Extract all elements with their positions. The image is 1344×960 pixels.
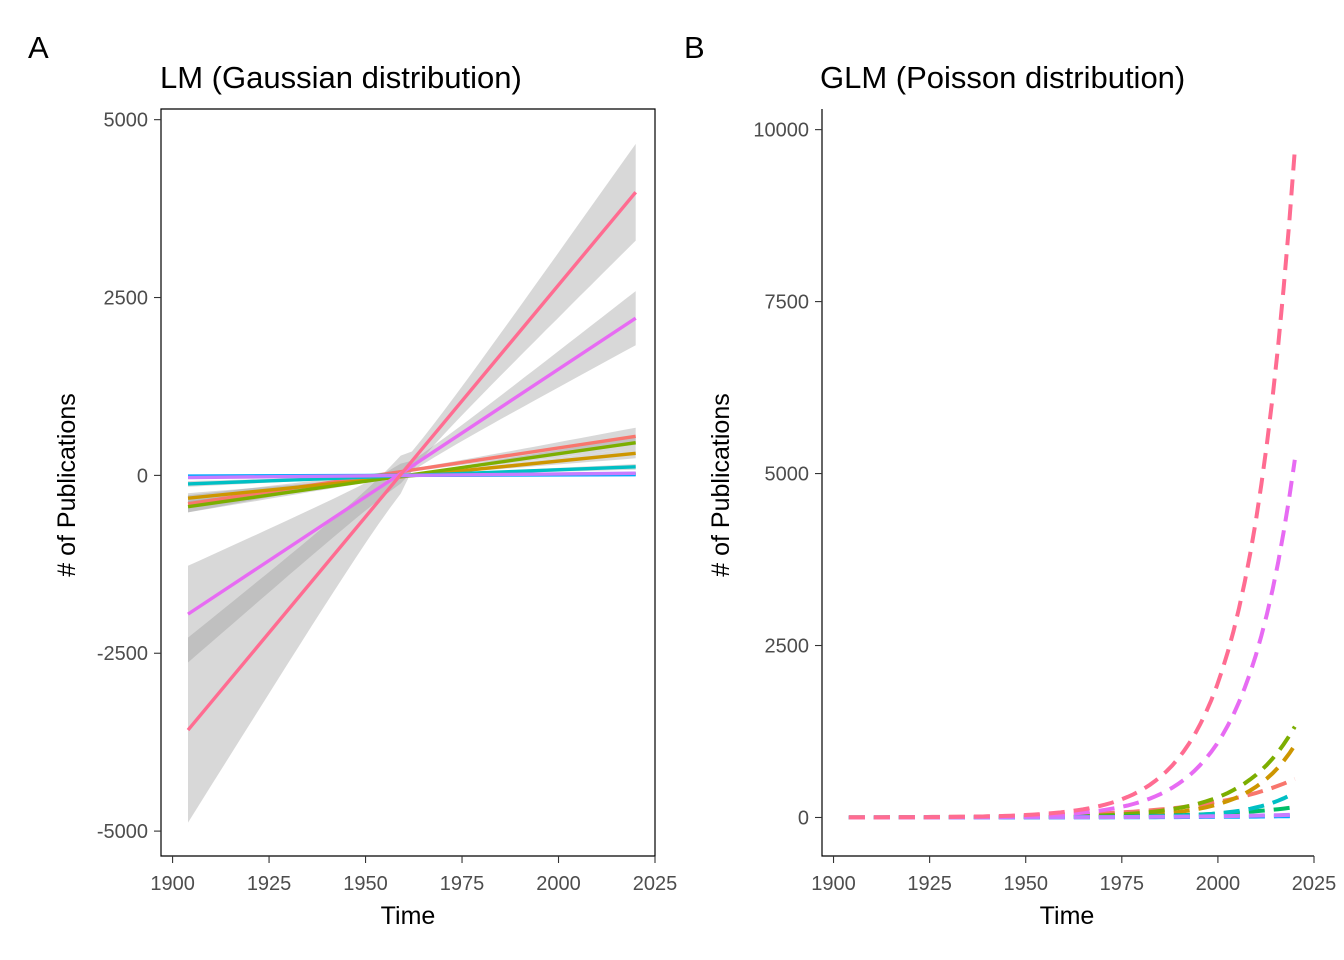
- panel-a-y-tick-label: 5000: [104, 110, 149, 132]
- panel-b-y-tick-label: 2500: [765, 636, 810, 658]
- panel-a-series-line-9: [186, 191, 638, 732]
- panel-b-x-tick-label: 1950: [1003, 873, 1048, 895]
- panel-b-series-curve-8: [848, 459, 1297, 820]
- panel-a: A LM (Gaussian distribution) 1900 1925 195…: [28, 30, 677, 930]
- panel-a-x-tick-label: 1975: [440, 873, 485, 895]
- panel-b-x-tick-label: 2000: [1196, 873, 1241, 895]
- panel-a-x-tick-label: 1925: [247, 873, 292, 895]
- panel-b-series-curve-7: [848, 812, 1295, 820]
- panel-a-y-tick-label: -5000: [97, 821, 148, 843]
- panel-b-x-tick-label: 1925: [907, 873, 952, 895]
- panel-a-y-axis-title: # of Publications: [53, 393, 81, 576]
- panel-a-y-tick-label: 0: [137, 465, 148, 487]
- panel-b-tag: B: [684, 30, 705, 65]
- panel-a-series-line-7: [187, 471, 636, 480]
- panel-a-x-tick-label: 2025: [633, 873, 678, 895]
- panel-a-series-lines: [186, 191, 638, 732]
- panel-a-series-line-8: [187, 316, 637, 616]
- panel-b-x-axis-title: Time: [1040, 902, 1095, 930]
- panel-b: B GLM (Poisson distribution) 1900 1925 195…: [684, 30, 1336, 930]
- panel-a-y-tick-label: 2500: [104, 288, 149, 310]
- panel-b-y-tick-label: 7500: [765, 292, 810, 314]
- panel-b-series-curve-2: [848, 744, 1297, 820]
- panel-b-x-tick-label: 2025: [1292, 873, 1337, 895]
- panel-b-title: GLM (Poisson distribution): [820, 60, 1185, 95]
- panel-a-title: LM (Gaussian distribution): [160, 60, 522, 95]
- panel-a-x-tick-label: 2000: [536, 873, 581, 895]
- panel-a-confidence-band-9: [188, 143, 636, 823]
- panel-a-axes: 1900 1925 1950 1975 2000 2025 -5000 -2500 0 2500 5…: [97, 110, 677, 895]
- panel-b-series-curve-9: [848, 150, 1297, 820]
- panel-b-y-tick-label: 5000: [765, 464, 810, 486]
- panel-b-x-tick-label: 1900: [811, 873, 856, 895]
- panel-b-series-curve-3: [848, 725, 1297, 820]
- panel-b-y-axis-title: # of Publications: [707, 393, 735, 576]
- panel-a-confidence-band-8: [188, 291, 636, 663]
- panel-a-x-tick-label: 1950: [343, 873, 388, 895]
- panel-b-axes-lines: [821, 109, 1314, 857]
- panel-a-x-axis-title: Time: [381, 902, 436, 930]
- panel-a-confidence-bands: [188, 143, 636, 823]
- panel-a-series-line-1: [187, 434, 636, 506]
- panel-a-x-tick-label: 1900: [150, 873, 195, 895]
- panel-a-y-tick-label: -2500: [97, 643, 148, 665]
- panel-b-axes: 1900 1925 1950 1975 2000 2025 0 2500 5000 7500 100…: [753, 120, 1336, 895]
- panel-b-x-tick-label: 1975: [1100, 873, 1145, 895]
- panel-a-tag: A: [28, 30, 49, 65]
- panel-b-series-curve-5: [848, 790, 1296, 820]
- panel-b-y-tick-label: 10000: [753, 120, 809, 142]
- panel-b-series-lines: [848, 150, 1297, 820]
- panel-b-y-tick-label: 0: [798, 807, 809, 829]
